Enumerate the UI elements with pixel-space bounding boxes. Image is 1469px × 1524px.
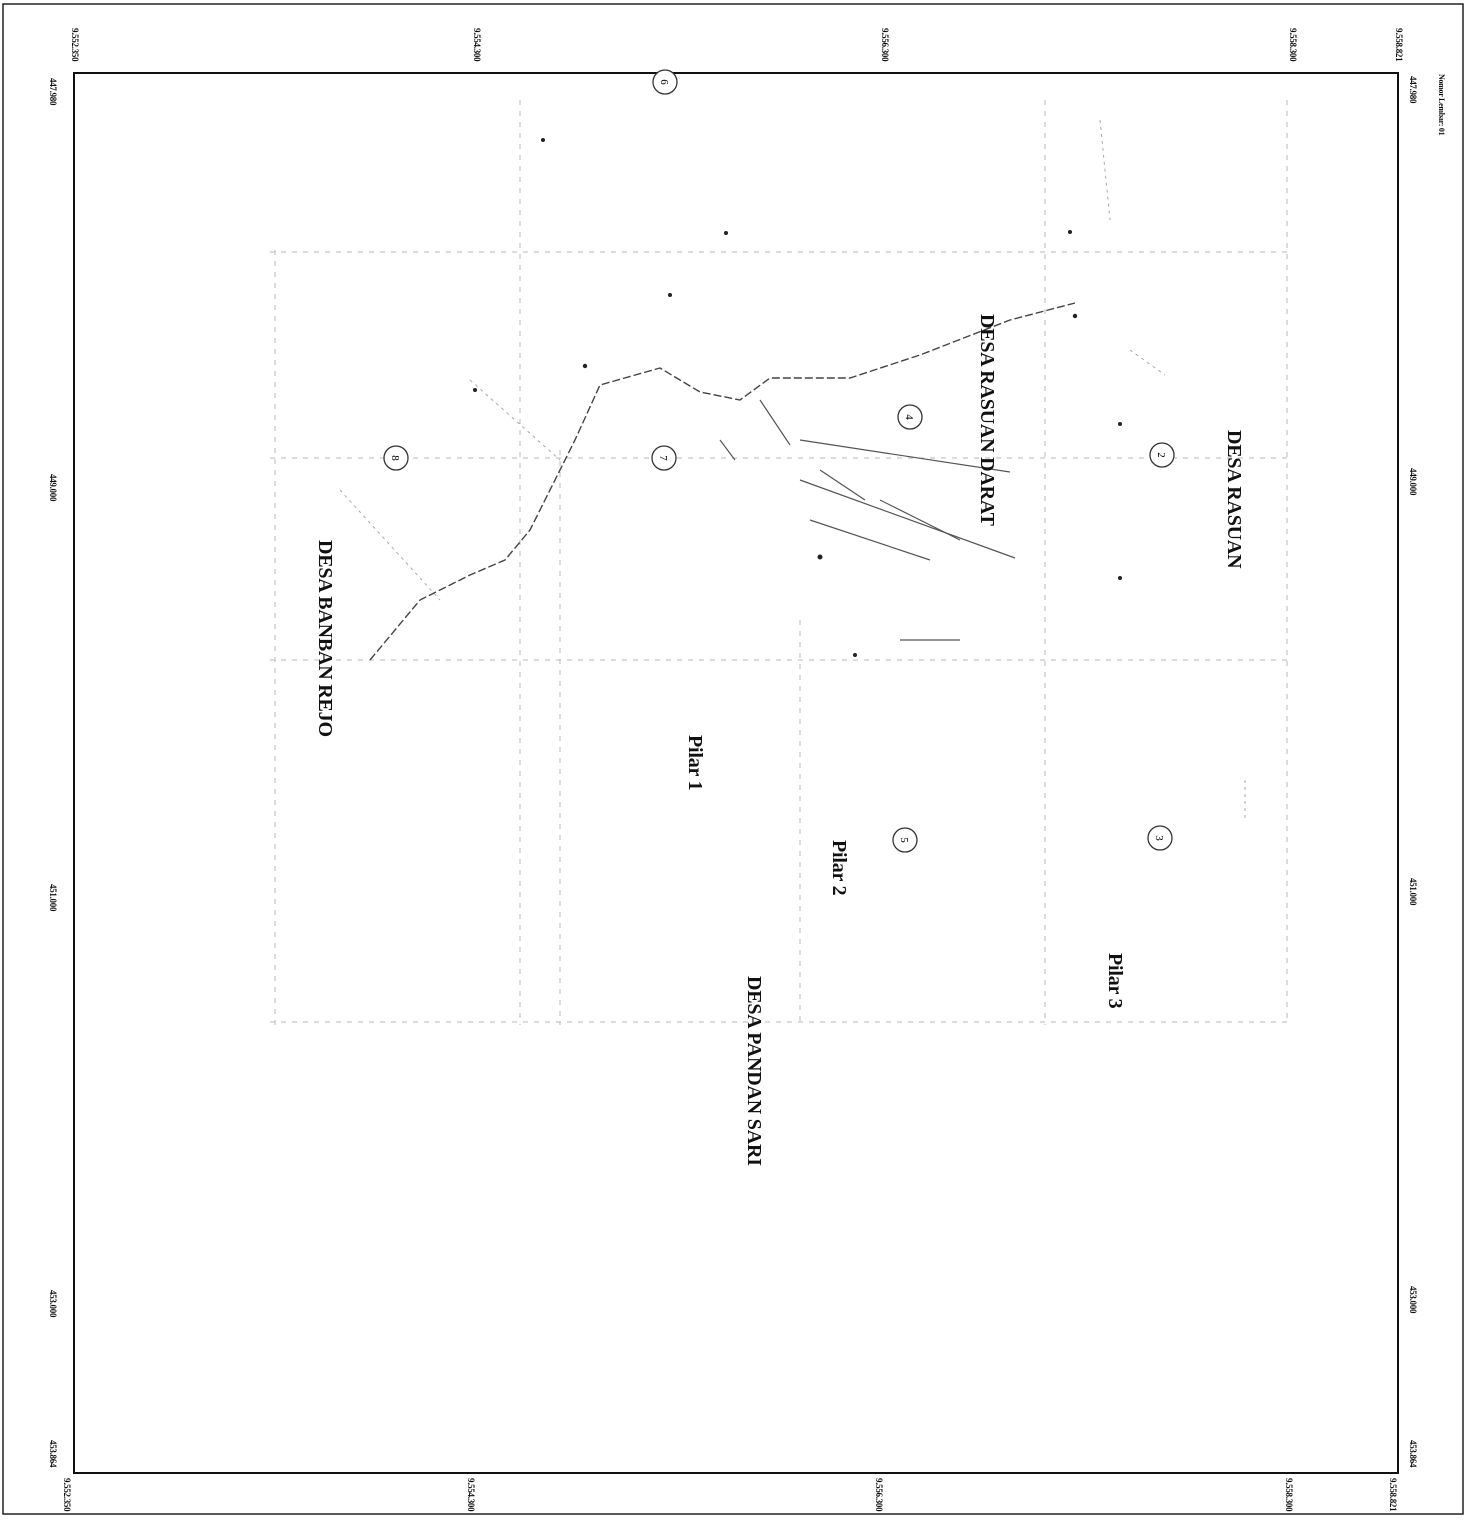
field-lines <box>719 399 1016 641</box>
sheet-border <box>2 3 1464 1515</box>
plot-marker-6: 6 <box>652 69 678 95</box>
label-desa-pandan-sari: DESA PANDAN SARI <box>743 976 765 1166</box>
coord-left-easting-last: 453.864 <box>48 1440 58 1468</box>
plot-marker-5: 5 <box>892 827 918 853</box>
coord-bottom-northing-left: 9.552.350 <box>62 1478 72 1512</box>
coord-right-easting-453: 453.000 <box>1408 1286 1418 1314</box>
coord-bottom-northing-3: 9.556.300 <box>874 1478 884 1512</box>
grid-lines <box>270 100 1290 1025</box>
coord-bottom-northing-right: 9.558.821 <box>1388 1478 1398 1512</box>
coord-bottom-northing-4: 9.558.300 <box>1284 1478 1294 1512</box>
coord-top-northing-left: 9.552.350 <box>70 28 80 62</box>
sheet-number-note: Nomor Lembar: 01 <box>1437 74 1446 136</box>
plot-marker-4: 4 <box>897 404 923 430</box>
label-pilar-1: Pilar 1 <box>684 735 706 791</box>
label-desa-banban-rejo: DESA BANBAN REJO <box>314 540 336 737</box>
label-desa-rasuan-darat: DESA RASUAN DARAT <box>976 314 998 526</box>
plot-marker-number: 6 <box>658 79 670 85</box>
coord-right-easting-first: 447.980 <box>1408 76 1418 104</box>
plot-marker-8: 8 <box>383 445 409 471</box>
coord-right-easting-451: 451.000 <box>1408 878 1418 906</box>
plot-marker-number: 5 <box>898 837 910 843</box>
plot-marker-7: 7 <box>651 445 677 471</box>
plot-marker-number: 4 <box>903 414 915 420</box>
plot-marker-number: 8 <box>389 455 401 461</box>
label-pilar-3: Pilar 3 <box>1104 953 1126 1009</box>
coord-left-easting-first: 447.980 <box>48 78 58 106</box>
plot-marker-3: 3 <box>1147 825 1173 851</box>
coord-left-easting-451: 451.000 <box>48 884 58 912</box>
coord-left-easting-449: 449.000 <box>48 474 58 502</box>
coord-right-easting-last: 453.864 <box>1408 1440 1418 1468</box>
coord-bottom-northing-2: 9.554.300 <box>466 1478 476 1512</box>
coord-top-northing-right: 9.558.821 <box>1394 28 1404 62</box>
plot-marker-number: 3 <box>1153 835 1165 841</box>
faint-lines <box>339 119 1246 820</box>
coord-top-northing-4: 9.558.300 <box>1288 28 1298 62</box>
coord-right-easting-449: 449.000 <box>1408 468 1418 496</box>
label-desa-rasuan: DESA RASUAN <box>1223 430 1245 569</box>
plot-marker-2: 2 <box>1149 442 1175 468</box>
plot-marker-number: 7 <box>657 455 669 461</box>
coord-left-easting-453: 453.000 <box>48 1290 58 1318</box>
road-line <box>369 302 1076 661</box>
label-pilar-2: Pilar 2 <box>828 840 850 896</box>
survey-dots <box>473 138 1122 657</box>
plot-marker-number: 2 <box>1155 452 1167 458</box>
coord-top-northing-2: 9.554.300 <box>472 28 482 62</box>
coord-top-northing-3: 9.556.300 <box>880 28 890 62</box>
plot-markers: 2 3 4 5 6 7 8 <box>383 69 1175 853</box>
map-frame <box>73 72 1399 1474</box>
